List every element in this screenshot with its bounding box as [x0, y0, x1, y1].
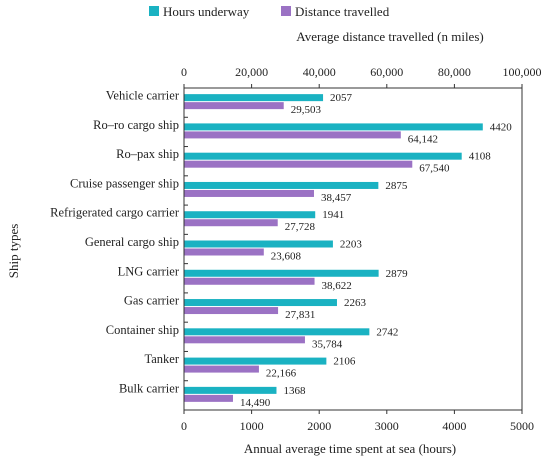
data-label-distance-travelled-container-ship: 35,784: [312, 338, 343, 350]
data-label-hours-underway-ro-ro-cargo-ship: 4420: [490, 121, 513, 133]
bar-distance-travelled-bulk-carrier: [184, 394, 233, 402]
bottom-axis-tick-label: 5000: [510, 419, 534, 433]
plot-frame: [183, 87, 523, 411]
category-label-tanker: Tanker: [144, 352, 179, 366]
category-label-bulk-carrier: Bulk carrier: [119, 381, 180, 395]
data-label-distance-travelled-refrigerated-cargo-carrier: 27,728: [285, 221, 316, 233]
data-label-hours-underway-bulk-carrier: 1368: [283, 385, 306, 397]
category-label-ro-pax-ship: Ro–pax ship: [116, 147, 179, 161]
bar-distance-travelled-vehicle-carrier: [184, 102, 284, 110]
data-label-hours-underway-lng-carrier: 2879: [386, 268, 409, 280]
legend-swatch-distance-travelled: [281, 6, 291, 16]
bar-hours-underway-gas-carrier: [184, 299, 337, 307]
data-label-hours-underway-refrigerated-cargo-carrier: 1941: [322, 209, 344, 221]
data-label-distance-travelled-lng-carrier: 38,622: [322, 280, 352, 292]
data-label-hours-underway-ro-pax-ship: 4108: [469, 151, 492, 163]
top-axis-tick-label: 0: [181, 65, 187, 79]
category-label-vehicle-carrier: Vehicle carrier: [106, 89, 180, 103]
category-label-lng-carrier: LNG carrier: [118, 264, 180, 278]
category-label-gas-carrier: Gas carrier: [124, 294, 180, 308]
bottom-axis-tick-label: 2000: [307, 419, 331, 433]
bar-distance-travelled-gas-carrier: [184, 307, 279, 315]
data-label-distance-travelled-bulk-carrier: 14,490: [240, 397, 271, 409]
top-axis-tick-label: 40,000: [303, 65, 336, 79]
category-label-container-ship: Container ship: [106, 323, 179, 337]
data-label-hours-underway-container-ship: 2742: [376, 326, 398, 338]
bar-distance-travelled-cruise-passenger-ship: [184, 189, 314, 197]
bar-hours-underway-vehicle-carrier: [184, 94, 324, 102]
data-label-hours-underway-general-cargo-ship: 2203: [340, 239, 363, 251]
bar-hours-underway-container-ship: [184, 328, 370, 336]
data-label-distance-travelled-vehicle-carrier: 29,503: [291, 104, 322, 116]
bar-distance-travelled-container-ship: [184, 336, 305, 344]
bar-distance-travelled-refrigerated-cargo-carrier: [184, 219, 278, 227]
bar-hours-underway-general-cargo-ship: [184, 240, 333, 248]
data-label-distance-travelled-cruise-passenger-ship: 38,457: [321, 192, 352, 204]
legend-label-distance-travelled: Distance travelled: [295, 4, 390, 19]
bar-hours-underway-lng-carrier: [184, 269, 379, 277]
top-axis-tick-label: 80,000: [438, 65, 471, 79]
bar-hours-underway-bulk-carrier: [184, 386, 277, 394]
bar-hours-underway-ro-ro-cargo-ship: [184, 123, 483, 131]
top-axis: 0 20,000 40,000 60,000 80,000 100,000: [181, 65, 542, 88]
bottom-axis-tick-label: 3000: [375, 419, 399, 433]
bottom-axis-tick-label: 0: [181, 419, 187, 433]
data-label-distance-travelled-ro-ro-cargo-ship: 64,142: [408, 133, 438, 145]
top-axis-tick-label: 20,000: [235, 65, 268, 79]
bar-hours-underway-ro-pax-ship: [184, 152, 462, 160]
bar-distance-travelled-ro-ro-cargo-ship: [184, 131, 401, 139]
data-label-distance-travelled-general-cargo-ship: 23,608: [271, 251, 302, 263]
bottom-axis-title: Annual average time spent at sea (hours): [244, 441, 456, 456]
category-labels: Vehicle carrier Ro–ro cargo ship Ro–pax sh…: [50, 89, 188, 411]
data-label-distance-travelled-gas-carrier: 27,831: [285, 309, 315, 321]
category-label-cruise-passenger-ship: Cruise passenger ship: [70, 176, 179, 190]
category-label-general-cargo-ship: General cargo ship: [85, 235, 179, 249]
data-label-hours-underway-gas-carrier: 2263: [344, 297, 367, 309]
category-label-ro-ro-cargo-ship: Ro–ro cargo ship: [93, 118, 179, 132]
y-axis-title: Ship types: [6, 224, 21, 279]
data-label-hours-underway-cruise-passenger-ship: 2875: [385, 180, 408, 192]
bottom-axis-tick-label: 4000: [442, 419, 466, 433]
category-label-refrigerated-cargo-carrier: Refrigerated cargo carrier: [50, 206, 180, 220]
data-label-hours-underway-vehicle-carrier: 2057: [330, 92, 353, 104]
plot-area: 2057 29,503 4420 64,142 4108 67,540 2875 38,457…: [184, 92, 512, 409]
bar-hours-underway-cruise-passenger-ship: [184, 181, 379, 189]
legend-label-hours-underway: Hours underway: [163, 4, 250, 19]
bar-distance-travelled-tanker: [184, 365, 259, 373]
top-axis-title: Average distance travelled (n miles): [296, 29, 483, 44]
bar-distance-travelled-ro-pax-ship: [184, 160, 413, 168]
data-label-hours-underway-tanker: 2106: [333, 356, 356, 368]
top-axis-tick-label: 60,000: [370, 65, 403, 79]
bar-hours-underway-tanker: [184, 357, 327, 365]
legend-swatch-hours-underway: [149, 6, 159, 16]
top-axis-tick-label: 100,000: [503, 65, 542, 79]
bar-hours-underway-refrigerated-cargo-carrier: [184, 211, 316, 219]
bar-distance-travelled-general-cargo-ship: [184, 248, 264, 256]
data-label-distance-travelled-ro-pax-ship: 67,540: [419, 163, 450, 175]
bottom-axis: 0 1000 2000 3000 4000 5000: [181, 410, 534, 433]
legend: Hours underway Distance travelled: [149, 4, 390, 19]
bottom-axis-tick-label: 1000: [240, 419, 264, 433]
data-label-distance-travelled-tanker: 22,166: [266, 368, 297, 380]
bar-distance-travelled-lng-carrier: [184, 277, 315, 285]
